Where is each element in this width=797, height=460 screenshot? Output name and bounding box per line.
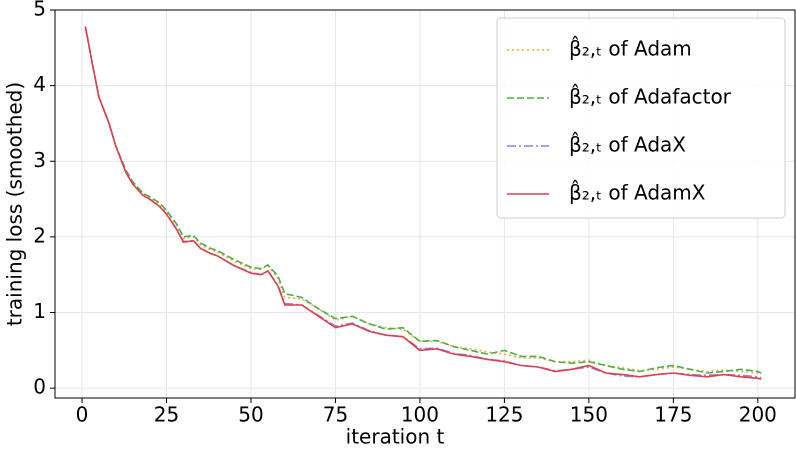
y-tick-label: 5 <box>33 0 46 21</box>
y-tick-label: 3 <box>33 148 46 172</box>
x-tick-label: 0 <box>76 403 89 427</box>
x-tick-label: 175 <box>654 403 692 427</box>
legend-box <box>496 17 786 219</box>
x-tick-label: 200 <box>739 403 777 427</box>
y-tick-label: 1 <box>33 299 46 323</box>
plot-frame <box>54 9 796 399</box>
x-tick-label: 100 <box>401 403 439 427</box>
legend-label: β̂₂,ₜ of AdamX <box>569 180 706 205</box>
series-line <box>84 26 762 374</box>
y-tick-label: 2 <box>33 223 46 247</box>
legend: β̂₂,ₜ of Adam β̂₂,ₜ of Adafactor β̂₂,ₜ of … <box>496 17 786 219</box>
x-tick-label: 125 <box>485 403 523 427</box>
x-tick-label: 25 <box>154 403 179 427</box>
legend-label: β̂₂,ₜ of Adam <box>569 36 692 61</box>
series-line <box>84 26 762 380</box>
x-tick-label: 75 <box>323 403 348 427</box>
x-axis-label: iteration t <box>346 425 445 449</box>
y-axis-label: training loss (smoothed) <box>3 82 27 326</box>
legend-label: β̂₂,ₜ of AdaX <box>569 132 686 157</box>
legend-label: β̂₂,ₜ of Adafactor <box>569 84 732 109</box>
x-tick-label: 150 <box>570 403 608 427</box>
y-tick-label: 0 <box>33 375 46 399</box>
x-tick-label: 50 <box>238 403 263 427</box>
y-tick-label: 4 <box>33 72 46 96</box>
